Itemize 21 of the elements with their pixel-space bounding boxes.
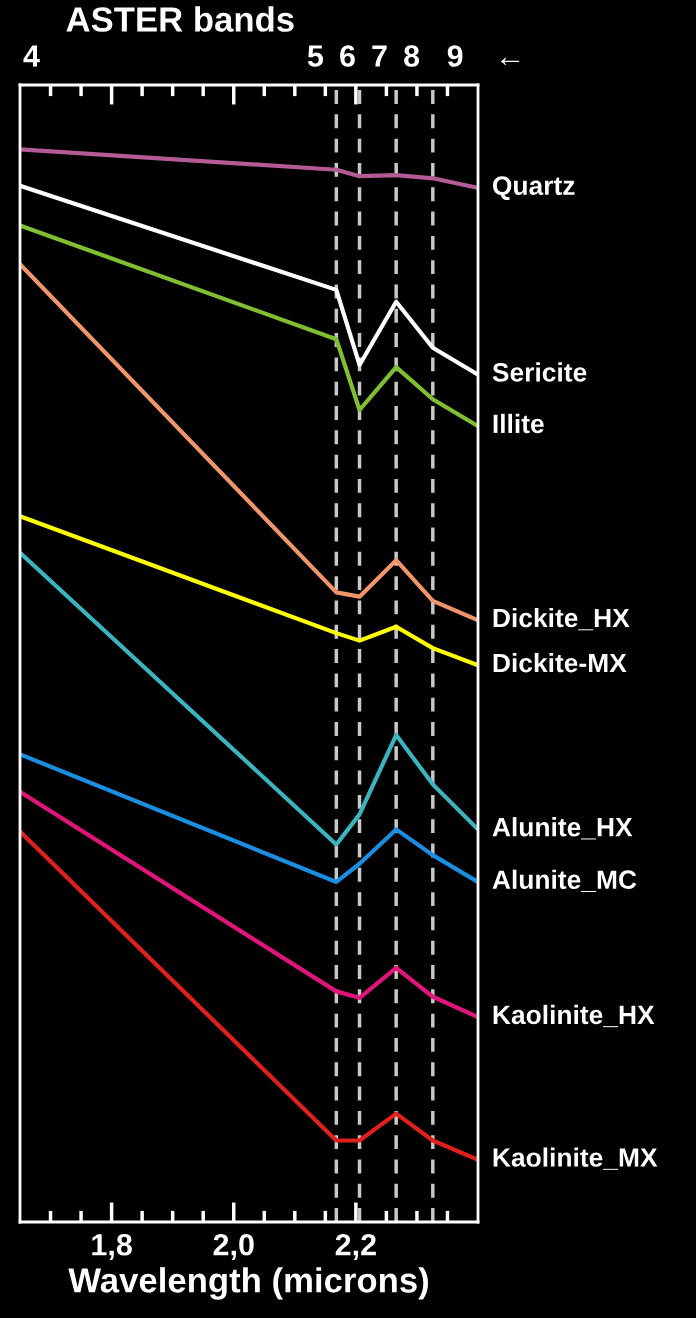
text: 5 bbox=[307, 45, 324, 67]
x2-axis-title: ASTER bands bbox=[66, 6, 294, 32]
series-label: Kaolinite_MX bbox=[493, 1147, 658, 1170]
series-label: Quartz bbox=[492, 176, 575, 200]
text: 8 bbox=[404, 45, 420, 67]
series-label: Dickite-MX bbox=[493, 653, 627, 673]
series-label: Alunite_MC bbox=[492, 869, 637, 893]
text: 9 bbox=[447, 45, 463, 67]
x-tick-label: 1,8 bbox=[92, 1233, 132, 1260]
series-label: Alunite_HX bbox=[492, 817, 633, 840]
series-label: Illite bbox=[493, 413, 544, 434]
x-tick-label: 2,0 bbox=[213, 1233, 254, 1260]
text: 4 bbox=[23, 45, 40, 67]
x-axis-title: Wavelength (microns) bbox=[68, 1267, 428, 1300]
x-tick-label: 2,2 bbox=[335, 1233, 376, 1260]
text: ← bbox=[501, 57, 520, 66]
text: 7 bbox=[372, 45, 387, 67]
series-label: Sericite bbox=[492, 362, 587, 382]
text: 6 bbox=[340, 45, 355, 67]
series-label: Dickite_HX bbox=[493, 607, 630, 631]
series-label: Kaolinite_HX bbox=[493, 1004, 655, 1028]
